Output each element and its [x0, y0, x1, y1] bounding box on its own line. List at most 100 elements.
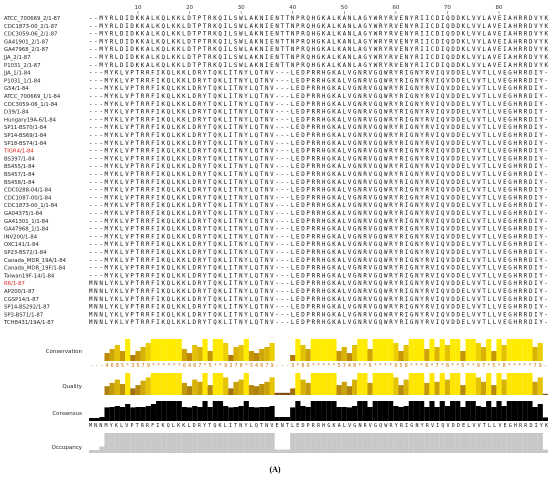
consensus-bar	[305, 407, 311, 421]
quality-bar	[217, 373, 224, 395]
conservation-label: *	[451, 363, 454, 369]
conservation-bar	[119, 351, 126, 361]
quality-bar	[388, 373, 394, 395]
conservation-label: 6	[260, 363, 263, 369]
quality-bar	[135, 385, 141, 395]
sequence: ---MYKLVPTRRFIKQLKKLDRYTQKLITNYLQTNV---L…	[89, 188, 548, 194]
conservation-label: 6	[111, 363, 114, 369]
conservation-label: 9	[539, 363, 542, 369]
occupancy-bar	[434, 433, 440, 453]
quality-bar	[398, 385, 404, 395]
consensus-bar	[212, 401, 218, 421]
conservation-label: 8	[446, 363, 449, 369]
conservation-label: 4	[348, 363, 351, 369]
consensus-bar	[290, 407, 296, 421]
quality-bar	[130, 388, 136, 395]
occupancy-bar	[212, 433, 218, 453]
conservation-label: -	[545, 363, 547, 369]
occupancy-bar	[321, 433, 327, 453]
sequence-name: GA04375/1-84	[4, 211, 43, 217]
occupancy-bar	[207, 433, 213, 453]
occupancy-bar	[496, 433, 502, 453]
quality-bar	[393, 377, 399, 395]
consensus-bar	[202, 401, 208, 421]
sequence: ---MYKLVPTRRFIKQLKKLDRYTQKLITNYLQTNV---L…	[89, 125, 548, 131]
sequence: ---MYKLVPTRRFIKQLKKLDRYTQKLITNYLQTNV---L…	[89, 203, 548, 209]
consensus-bar	[119, 407, 126, 421]
occupancy-bar	[223, 433, 229, 453]
conservation-label: 8	[353, 363, 356, 369]
consensus-bar	[125, 404, 131, 421]
quality-bar	[274, 392, 280, 395]
conservation-bar	[424, 349, 430, 361]
occupancy-bar	[130, 433, 136, 453]
occupancy-bar	[264, 433, 270, 453]
consensus-bar	[455, 401, 461, 421]
conservation-label: 7	[142, 363, 145, 369]
conservation-bar	[186, 353, 193, 361]
occupancy-bar	[450, 433, 456, 453]
occupancy-bar	[186, 433, 193, 453]
consensus-bar	[171, 401, 177, 421]
quality-bar	[305, 382, 311, 395]
sequence: ---MYKLVPTRRFIKQLKKLDRYTQKLITNYLQTNV---L…	[89, 156, 548, 162]
occupancy-bar	[217, 433, 224, 453]
quality-bar	[450, 373, 456, 395]
conservation-label: -	[276, 363, 278, 369]
conservation-bar	[104, 353, 110, 361]
conservation-label: 9	[270, 363, 273, 369]
sequence-name: SP23-BS72/1-84	[4, 250, 47, 256]
quality-bar	[522, 373, 528, 395]
quality-bar	[140, 380, 146, 395]
quality-bar	[362, 373, 368, 395]
consensus-bar	[465, 401, 471, 421]
consensus-bar	[439, 401, 445, 421]
sequence-name: SP3-BS71/1-87	[4, 312, 43, 318]
consensus-bar	[217, 401, 224, 421]
conservation-label: *	[472, 363, 475, 369]
consensus-bar	[310, 401, 316, 421]
occupancy-bar	[357, 433, 363, 453]
sequence-name: Taiwan19F-14/1-84	[3, 273, 55, 279]
sequence: MNNLYKLVPTRRFIKQLKKLDRYTQKLITNYLQTNV---L…	[89, 320, 548, 326]
sequence-name: JJA_1/1-84	[3, 71, 31, 77]
occupancy-bar	[362, 433, 368, 453]
sequence-name: GA41901_2/1-87	[4, 39, 48, 45]
conservation-bar	[114, 345, 120, 361]
occupancy-bar	[393, 433, 399, 453]
quality-bar	[506, 373, 512, 395]
conservation-bar	[156, 339, 162, 361]
occupancy-bar	[398, 433, 404, 453]
conservation-bar	[357, 339, 363, 361]
conservation-label: *	[410, 363, 413, 369]
conservation-label: *	[214, 363, 217, 369]
conservation-label: -	[91, 363, 93, 369]
sequence: ---MYKLVPTRRFIKQLKKLDRYTQKLITNYLQTNV---L…	[89, 117, 548, 123]
ruler-label: 50	[341, 5, 348, 11]
sequence-name: TCH8431/19A/1-87	[3, 320, 54, 326]
consensus-bar	[295, 401, 301, 421]
quality-bar	[475, 377, 481, 395]
sequence: MNNLYKLVPTRRFIKQLKKLDRYTQKLITNYLQTNV---L…	[89, 305, 548, 311]
conservation-label: 9	[147, 363, 150, 369]
consensus-bar	[413, 401, 420, 421]
sequence: ---MYKLVPTRRFIKQLKKLDRYTQKLITNYLQTNV---L…	[89, 195, 548, 201]
conservation-label: *	[163, 363, 166, 369]
consensus-bar	[532, 407, 538, 421]
consensus-bar	[372, 401, 378, 421]
consensus-bar	[346, 407, 353, 421]
occupancy-bar	[486, 433, 492, 453]
sequence: ---MYKLVPTRRFIKQLKKLDRYTQKLITNYLQTNV---L…	[89, 71, 548, 77]
quality-bar	[223, 377, 229, 395]
quality-bar	[295, 373, 301, 395]
caption: (A)	[269, 465, 280, 474]
occupancy-bar	[295, 433, 301, 453]
occupancy-bar	[269, 433, 275, 453]
consensus-bar	[393, 406, 399, 421]
conservation-bar	[315, 339, 322, 361]
sequence: MNNLYKLVPTRRFIKQLKKLDRYTQKLITNYLQTNV---L…	[89, 312, 548, 318]
consensus-bar	[228, 407, 234, 421]
sequence-name: JJA_2/1-87	[3, 55, 30, 61]
quality-bar	[408, 373, 414, 395]
conservation-label: *	[384, 363, 387, 369]
